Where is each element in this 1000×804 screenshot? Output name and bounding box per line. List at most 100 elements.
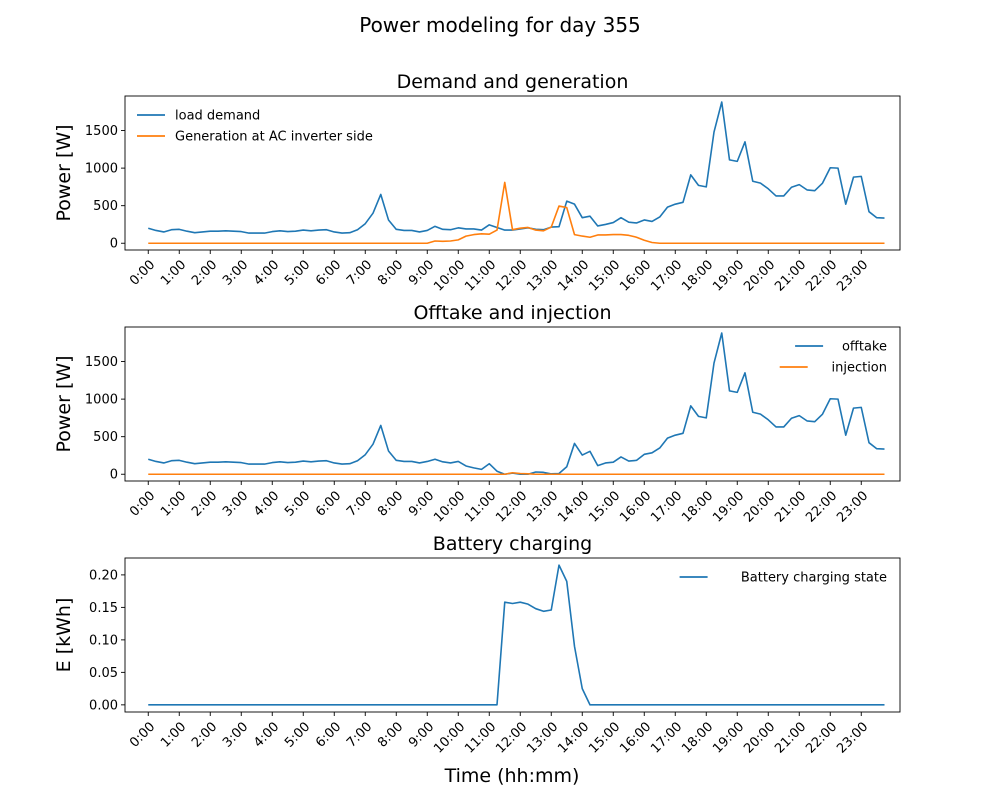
legend-label: injection bbox=[831, 361, 887, 376]
x-tick-label: 17:00 bbox=[648, 257, 685, 294]
x-tick-label: 8:00 bbox=[375, 257, 406, 288]
x-tick-label: 21:00 bbox=[772, 257, 809, 294]
y-tick-label: 0 bbox=[110, 468, 118, 483]
x-tick-label: 5:00 bbox=[282, 719, 313, 750]
x-tick-label: 22:00 bbox=[803, 257, 840, 294]
x-tick-label: 10:00 bbox=[431, 488, 468, 525]
x-tick-label: 0:00 bbox=[127, 257, 158, 288]
x-tick-label: 16:00 bbox=[617, 257, 654, 294]
x-tick-label: 11:00 bbox=[462, 257, 499, 294]
x-tick-label: 11:00 bbox=[462, 719, 499, 756]
y-tick-label: 1500 bbox=[85, 355, 118, 370]
axes-frame bbox=[124, 95, 901, 251]
x-tick-label: 19:00 bbox=[710, 488, 747, 525]
x-tick-label: 18:00 bbox=[679, 488, 716, 525]
x-tick-label: 15:00 bbox=[586, 719, 623, 756]
y-axis-label: Power [W] bbox=[53, 124, 75, 221]
x-tick-label: 18:00 bbox=[679, 257, 716, 294]
x-tick-label: 3:00 bbox=[220, 488, 251, 519]
x-tick-label: 19:00 bbox=[710, 257, 747, 294]
legend-label: Battery charging state bbox=[741, 571, 887, 586]
x-tick-label: 3:00 bbox=[220, 719, 251, 750]
x-tick-label: 14:00 bbox=[555, 719, 592, 756]
panel-2: Offtake and injection Power [W] 0 500 1000 15… bbox=[53, 302, 901, 526]
x-tick-label: 6:00 bbox=[313, 488, 344, 519]
x-tick-label: 0:00 bbox=[127, 488, 158, 519]
x-tick-label: 5:00 bbox=[282, 257, 313, 288]
panel-title: Battery charging bbox=[433, 533, 592, 555]
y-tick-label: 0.00 bbox=[89, 698, 118, 713]
y-tick-label: 0.15 bbox=[89, 601, 118, 616]
x-tick-label: 3:00 bbox=[220, 257, 251, 288]
x-tick-label: 10:00 bbox=[431, 257, 468, 294]
x-tick-label: 21:00 bbox=[772, 719, 809, 756]
x-tick-label: 23:00 bbox=[834, 257, 871, 294]
x-tick-label: 2:00 bbox=[189, 257, 220, 288]
figure-title: Power modeling for day 355 bbox=[359, 13, 641, 37]
panel-title: Demand and generation bbox=[397, 71, 629, 93]
y-tick-label: 0.10 bbox=[89, 633, 118, 648]
x-tick-label: 10:00 bbox=[431, 719, 468, 756]
x-tick-label: 4:00 bbox=[251, 257, 282, 288]
axes-frame bbox=[124, 326, 901, 482]
x-tick-label: 20:00 bbox=[741, 257, 778, 294]
x-tick-label: 6:00 bbox=[313, 719, 344, 750]
y-axis-label: Power [W] bbox=[53, 355, 75, 452]
legend: Battery charging state bbox=[679, 571, 887, 586]
x-tick-label: 5:00 bbox=[282, 488, 313, 519]
series-line-2 bbox=[148, 181, 885, 245]
x-tick-label: 20:00 bbox=[741, 719, 778, 756]
axes-frame bbox=[124, 557, 901, 713]
y-tick-label: 0.20 bbox=[89, 568, 118, 583]
x-tick-label: 12:00 bbox=[493, 257, 530, 294]
x-tick-label: 0:00 bbox=[127, 719, 158, 750]
y-tick-label: 0.05 bbox=[89, 666, 118, 681]
x-tick-label: 22:00 bbox=[803, 719, 840, 756]
y-tick-label: 1000 bbox=[85, 393, 118, 408]
x-tick-label: 7:00 bbox=[344, 719, 375, 750]
x-tick-label: 8:00 bbox=[375, 719, 406, 750]
legend: load demand Generation at AC inverter sid… bbox=[137, 109, 373, 145]
x-tick-label: 17:00 bbox=[648, 488, 685, 525]
y-tick-label: 1500 bbox=[85, 124, 118, 139]
x-tick-label: 17:00 bbox=[648, 719, 685, 756]
x-tick-label: 13:00 bbox=[524, 488, 561, 525]
legend-label: load demand bbox=[175, 109, 260, 124]
x-tick-label: 16:00 bbox=[617, 719, 654, 756]
x-tick-label: 23:00 bbox=[834, 719, 871, 756]
x-tick-label: 15:00 bbox=[586, 488, 623, 525]
series-line-1 bbox=[148, 332, 885, 476]
x-tick-label: 14:00 bbox=[555, 257, 592, 294]
x-tick-label: 7:00 bbox=[344, 257, 375, 288]
x-tick-label: 12:00 bbox=[493, 719, 530, 756]
x-tick-label: 19:00 bbox=[710, 719, 747, 756]
x-tick-label: 1:00 bbox=[158, 488, 189, 519]
x-tick-label: 1:00 bbox=[158, 719, 189, 750]
legend-label: offtake bbox=[842, 340, 887, 355]
legend: offtake injection bbox=[779, 340, 887, 376]
x-tick-label: 16:00 bbox=[617, 488, 654, 525]
y-tick-label: 1000 bbox=[85, 162, 118, 177]
y-tick-label: 500 bbox=[93, 430, 118, 445]
x-tick-label: 7:00 bbox=[344, 488, 375, 519]
x-tick-label: 8:00 bbox=[375, 488, 406, 519]
x-tick-label: 15:00 bbox=[586, 257, 623, 294]
series-line-2 bbox=[148, 471, 885, 476]
y-tick-label: 500 bbox=[93, 199, 118, 214]
x-tick-label: 13:00 bbox=[524, 257, 561, 294]
x-tick-label: 23:00 bbox=[834, 488, 871, 525]
x-tick-label: 22:00 bbox=[803, 488, 840, 525]
x-tick-label: 4:00 bbox=[251, 488, 282, 519]
x-tick-label: 20:00 bbox=[741, 488, 778, 525]
x-tick-label: 4:00 bbox=[251, 719, 282, 750]
x-axis-label: Time (hh:mm) bbox=[444, 765, 580, 787]
series-line-1 bbox=[148, 564, 885, 706]
x-tick-label: 2:00 bbox=[189, 488, 220, 519]
x-tick-label: 21:00 bbox=[772, 488, 809, 525]
x-tick-label: 6:00 bbox=[313, 257, 344, 288]
legend-label: Generation at AC inverter side bbox=[175, 130, 373, 145]
y-tick-label: 0 bbox=[110, 237, 118, 252]
x-tick-label: 11:00 bbox=[462, 488, 499, 525]
panel-title: Offtake and injection bbox=[413, 302, 611, 324]
